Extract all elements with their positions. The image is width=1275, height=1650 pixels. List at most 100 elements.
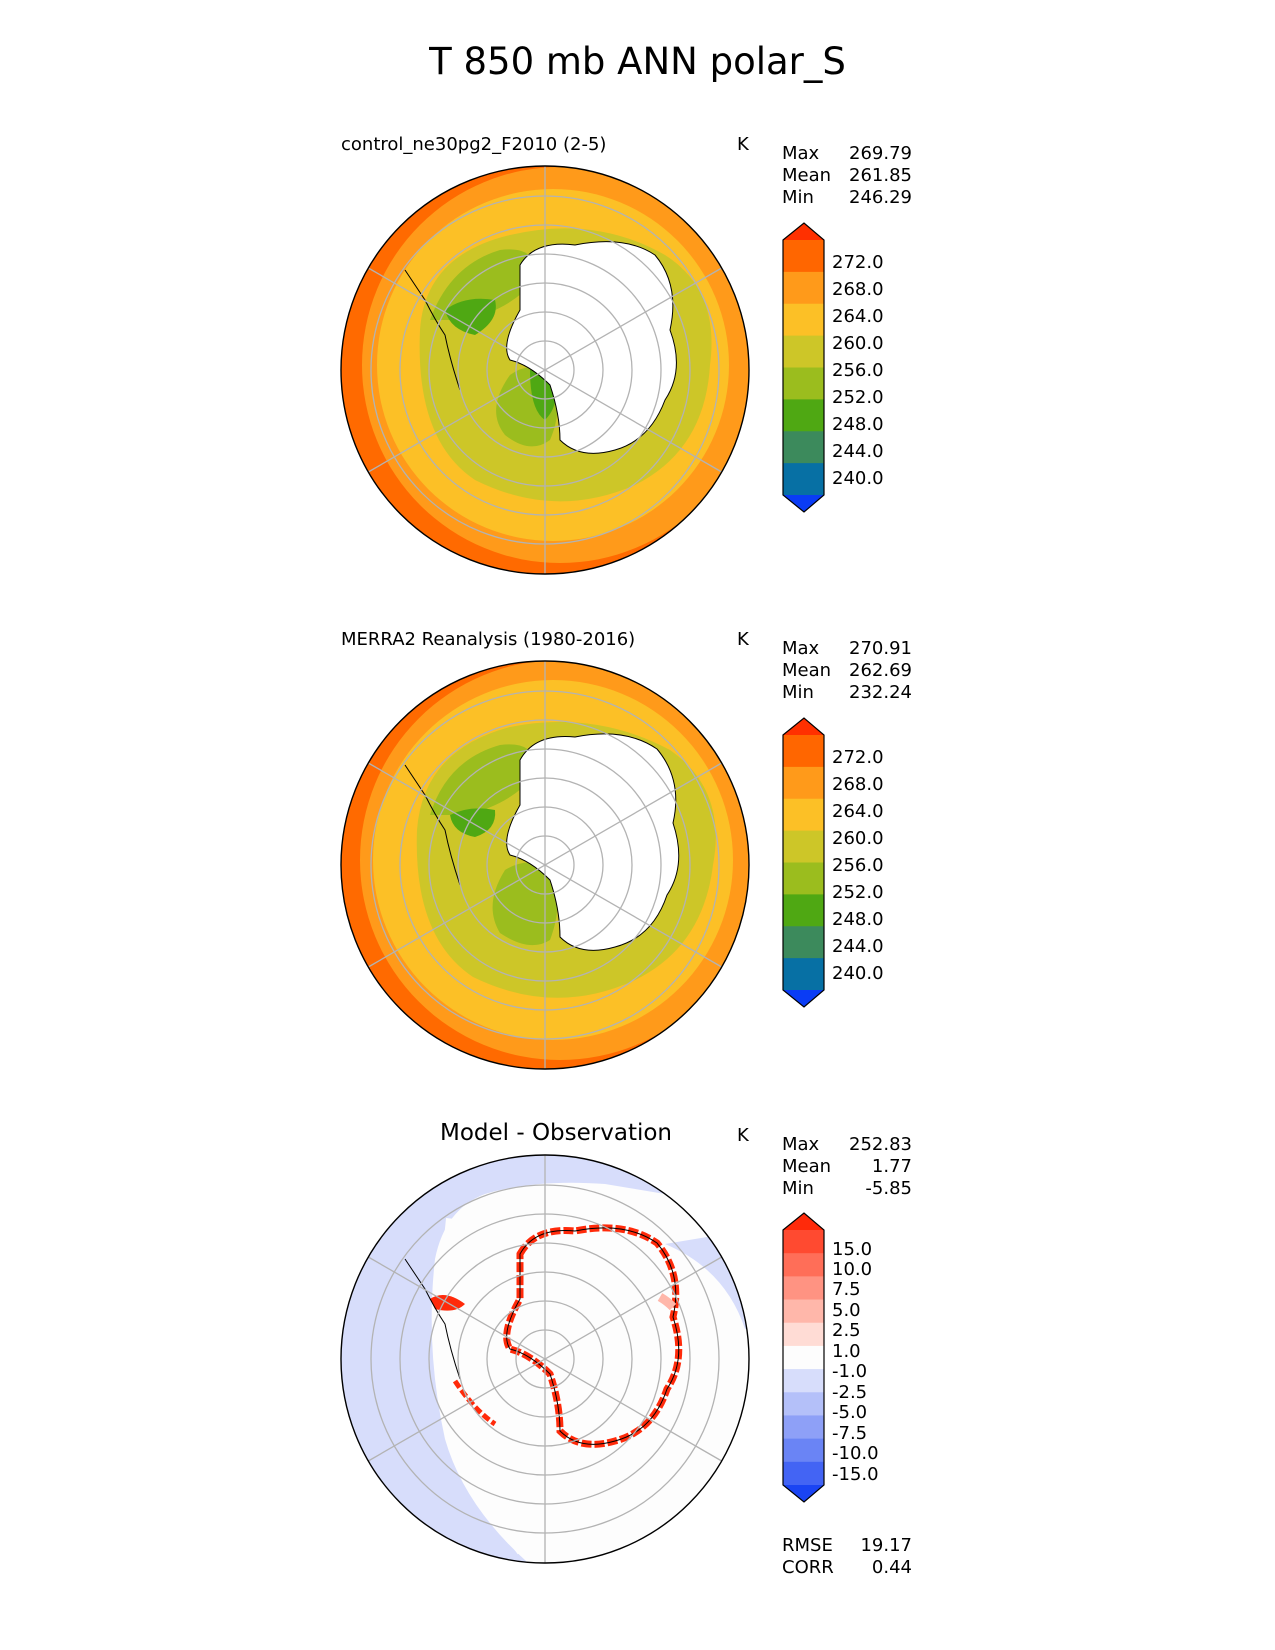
polar-map-reference [340, 660, 750, 1070]
colorbar-band [783, 223, 824, 240]
colorbar-band [783, 958, 824, 991]
stat-min-label: Min [782, 1178, 814, 1199]
colorbar-tick: -10.0 [832, 1443, 879, 1464]
colorbar-band [783, 1392, 824, 1416]
polar-map-diff [340, 1154, 750, 1564]
colorbar-band [783, 1369, 824, 1393]
colorbar-tick: 264.0 [832, 801, 884, 822]
colorbar-band [783, 399, 824, 432]
stat-mean-label: Mean [782, 660, 832, 681]
stat-min-value: -5.85 [865, 1178, 912, 1199]
units-label-diff: K [737, 1125, 749, 1146]
metric-rmse-value: 19.17 [860, 1535, 912, 1556]
colorbar-band [783, 830, 824, 863]
stat-min-value: 246.29 [849, 187, 912, 208]
colorbar-band [783, 1299, 824, 1324]
panel-title-test: control_ne30pg2_F2010 (2-5) [341, 134, 607, 155]
stat-max-label: Max [782, 1134, 820, 1155]
units-label-reference: K [737, 629, 749, 650]
colorbar-tick: 268.0 [832, 279, 884, 300]
stat-max-value: 252.83 [849, 1134, 912, 1155]
colorbar-band [783, 862, 824, 895]
colorbar-tick: 240.0 [832, 468, 884, 489]
colorbar-band [783, 240, 824, 273]
figure-title: T 850 mb ANN polar_S [429, 40, 846, 83]
colorbar-band [783, 303, 824, 337]
colorbar-band [783, 335, 824, 368]
colorbar-diff [782, 1212, 825, 1503]
colorbar-tick: 264.0 [832, 306, 884, 327]
panel-title-reference: MERRA2 Reanalysis (1980-2016) [341, 629, 636, 650]
colorbar-tick: -5.0 [832, 1402, 868, 1423]
colorbar-tick: 272.0 [832, 747, 884, 768]
stat-mean-value: 262.69 [849, 660, 912, 681]
colorbar-band [783, 495, 824, 512]
colorbar-tick: 256.0 [832, 360, 884, 381]
colorbar-tick: -7.5 [832, 1423, 868, 1444]
colorbar-band [783, 798, 824, 832]
colorbar-tick: 248.0 [832, 414, 884, 435]
stat-max-value: 269.79 [849, 143, 912, 164]
colorbar-tick: 260.0 [832, 333, 884, 354]
colorbar-band [783, 926, 824, 959]
colorbar-tick: 272.0 [832, 252, 884, 273]
metric-rmse-label: RMSE [782, 1535, 833, 1556]
colorbar-band [783, 1438, 824, 1463]
metric-corr-value: 0.44 [871, 1557, 912, 1578]
stat-min-value: 232.24 [849, 682, 912, 703]
colorbar-tick: -1.0 [832, 1361, 868, 1382]
colorbar-band [783, 367, 824, 400]
colorbar-band [783, 1461, 824, 1486]
colorbar-tick: 1.0 [832, 1341, 861, 1362]
colorbar-tick: -2.5 [832, 1382, 868, 1403]
colorbar-tick: 260.0 [832, 828, 884, 849]
units-label-test: K [737, 134, 749, 155]
polar-map-test [340, 165, 750, 575]
colorbar-tick: 252.0 [832, 882, 884, 903]
colorbar-tick: 7.5 [832, 1279, 861, 1300]
colorbar-tick: 244.0 [832, 936, 884, 957]
stat-mean-label: Mean [782, 1156, 832, 1177]
stat-max-label: Max [782, 143, 820, 164]
colorbar-band [783, 431, 824, 464]
panel-title-diff: Model - Observation [439, 1120, 673, 1146]
metrics-box-diff: RMSE 19.17 CORR 0.44 [782, 1535, 912, 1579]
colorbar-tick: -15.0 [832, 1464, 879, 1485]
colorbar-tick: 5.0 [832, 1300, 861, 1321]
colorbar-tick: 252.0 [832, 387, 884, 408]
colorbar-band [783, 463, 824, 496]
stat-mean-value: 1.77 [871, 1156, 912, 1177]
colorbar-tick: 248.0 [832, 909, 884, 930]
colorbar-band [783, 1253, 824, 1277]
colorbar-tick: 256.0 [832, 855, 884, 876]
colorbar-reference [782, 717, 825, 1008]
stats-box-diff: Max 252.83 Mean 1.77 Min -5.85 [782, 1134, 912, 1200]
colorbar-test [782, 222, 825, 513]
colorbar-band [783, 1345, 824, 1370]
colorbar-band [783, 1415, 824, 1440]
stat-max-value: 270.91 [849, 638, 912, 659]
stat-mean-value: 261.85 [849, 165, 912, 186]
stat-min-label: Min [782, 187, 814, 208]
metric-corr-label: CORR [782, 1557, 834, 1578]
colorbar-tick: 15.0 [832, 1239, 873, 1260]
graticule-test [367, 166, 723, 574]
colorbar-tick: 2.5 [832, 1320, 861, 1341]
colorbar-band [783, 1485, 824, 1502]
stats-box-reference: Max 270.91 Mean 262.69 Min 232.24 [782, 638, 912, 704]
graticule-diff [367, 1155, 723, 1563]
colorbar-band [783, 766, 824, 800]
colorbar-tick: 268.0 [832, 774, 884, 795]
colorbar-band [783, 1213, 824, 1230]
graticule-reference [367, 661, 723, 1069]
stat-mean-label: Mean [782, 165, 832, 186]
colorbar-tick: 10.0 [832, 1259, 873, 1280]
colorbar-tick: 244.0 [832, 441, 884, 462]
colorbar-band [783, 735, 824, 768]
colorbar-band [783, 1230, 824, 1254]
stat-min-label: Min [782, 682, 814, 703]
colorbar-band [783, 718, 824, 735]
stat-max-label: Max [782, 638, 820, 659]
stats-box-test: Max 269.79 Mean 261.85 Min 246.29 [782, 143, 912, 209]
colorbar-tick: 240.0 [832, 963, 884, 984]
